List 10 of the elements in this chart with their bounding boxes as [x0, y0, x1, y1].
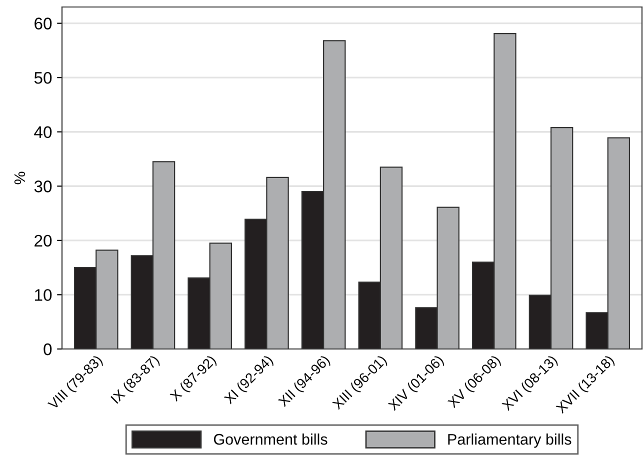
y-tick-label: 20 — [34, 234, 52, 247]
y-tick-label: 50 — [34, 72, 52, 84]
legend-label: Government bills — [214, 434, 328, 445]
y-axis-title: % — [14, 172, 26, 184]
y-tick-label: 60 — [34, 18, 52, 30]
y-tick-label: 10 — [35, 289, 52, 301]
y-tick-label: 40 — [34, 126, 52, 138]
y-tick-label: 30 — [34, 180, 52, 192]
legend-label: Parliamentary bills — [448, 434, 572, 448]
y-tick-label: 0 — [44, 343, 52, 356]
